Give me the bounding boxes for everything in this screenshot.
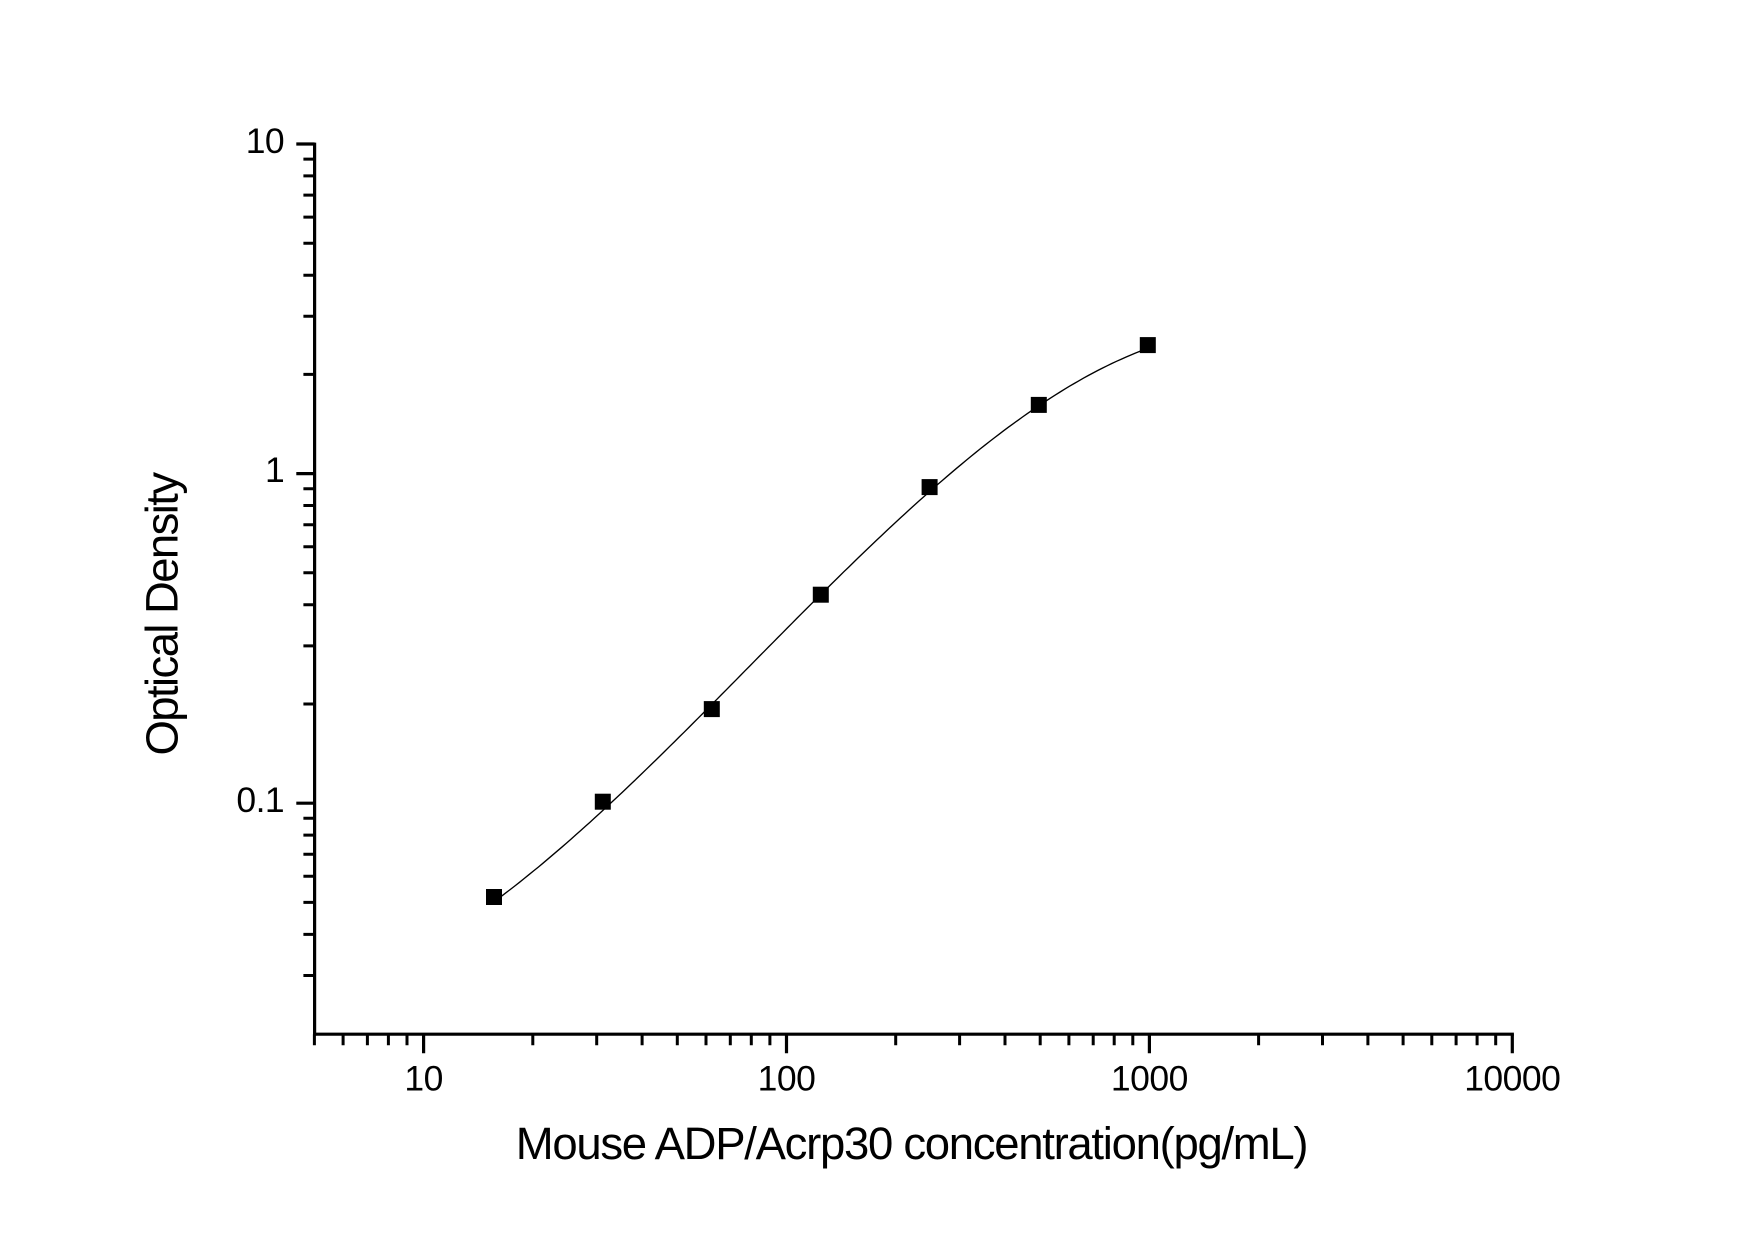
svg-text:1000: 1000 [1111, 1058, 1188, 1098]
svg-text:Optical Density: Optical Density [137, 472, 188, 756]
svg-text:10: 10 [246, 121, 285, 161]
svg-text:0.1: 0.1 [236, 780, 284, 820]
svg-text:Mouse ADP/Acrp30 concentration: Mouse ADP/Acrp30 concentration(pg/mL) [516, 1118, 1308, 1169]
svg-text:10: 10 [404, 1058, 443, 1098]
svg-text:100: 100 [758, 1058, 816, 1098]
svg-text:1: 1 [265, 450, 284, 490]
svg-text:10000: 10000 [1464, 1058, 1560, 1098]
